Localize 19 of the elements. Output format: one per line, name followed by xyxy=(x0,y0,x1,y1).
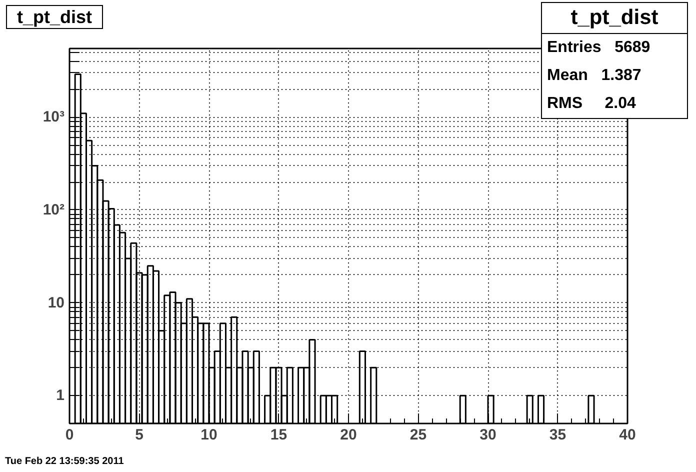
text: Tue Feb 22 13:59:35 2011 xyxy=(5,456,124,467)
chart-title: t_pt_dist xyxy=(6,5,104,29)
annotation: Mean 1.387 xyxy=(546,66,642,86)
annotation: Entries 5689 xyxy=(546,38,652,58)
x-tick-label: 30 xyxy=(480,426,496,444)
x-tick-label: 20 xyxy=(340,426,357,444)
x-tick-label: 40 xyxy=(619,426,636,444)
y-tick-label: 10³ xyxy=(42,108,65,126)
x-tick-label: 25 xyxy=(410,426,427,444)
y-tick-label: 10² xyxy=(42,201,65,218)
text: t_pt_dist xyxy=(542,3,687,34)
x-tick-label: 5 xyxy=(135,426,144,444)
y-tick-label: 10 xyxy=(48,294,65,312)
x-tick-label: 0 xyxy=(65,426,74,444)
x-tick-label: 15 xyxy=(270,426,288,444)
x-tick-label: 35 xyxy=(549,426,566,444)
annotation: RMS 2.04 xyxy=(546,94,637,114)
y-tick-label: 1 xyxy=(56,387,64,404)
x-tick-label: 10 xyxy=(200,426,218,444)
